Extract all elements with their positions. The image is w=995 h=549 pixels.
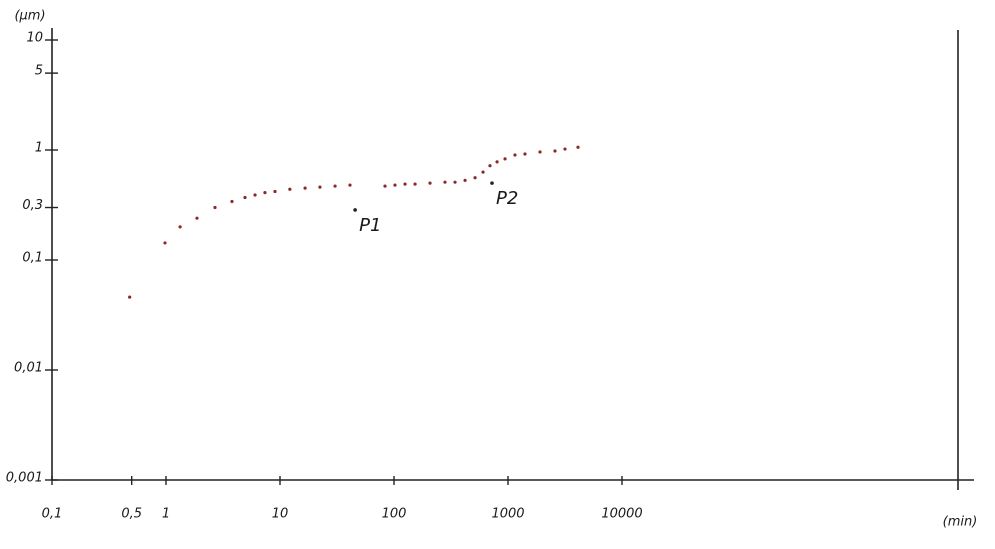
point [553,149,557,153]
y-tick-label: 0,001 [6,471,43,486]
point [503,157,507,161]
annotation-point [490,181,494,185]
point [253,193,257,197]
point [163,241,167,245]
point [513,153,517,157]
point [495,160,499,164]
annotation: P1 [359,215,381,236]
x-tick-label: 1000 [491,507,524,522]
point [488,164,492,168]
y-tick-label: 0,3 [22,198,43,213]
x-tick-label: 1 [162,507,170,522]
point [273,189,277,194]
point [195,216,199,220]
y-axis-label: (μm) [14,9,45,24]
point [576,145,580,149]
point [333,184,337,188]
point [428,181,432,185]
point [443,180,447,184]
point [523,152,527,156]
x-axis-label: (min) [943,515,978,530]
y-tick-label: 0,1 [22,251,43,266]
point [230,199,234,204]
x-tick-label: 10 [272,507,289,522]
annotation-point [353,208,357,212]
point [288,187,292,191]
annotation: P2 [496,188,518,209]
point [403,182,407,186]
point [563,147,567,151]
point [393,183,397,187]
point [453,180,457,184]
y-tick-label: 1 [35,141,43,156]
point [178,225,182,229]
y-tick-label: 5 [35,64,43,79]
x-tick-label: 0,1 [42,507,63,522]
point [348,183,352,187]
point [213,205,217,210]
y-tick-label: 0,01 [14,361,43,376]
y-tick-label: 10 [26,31,43,46]
x-tick-label: 0,5 [121,507,142,522]
point [538,150,542,154]
point [413,182,417,186]
point [463,178,467,182]
point [303,186,307,190]
x-tick-label: 100 [382,507,407,522]
point [128,295,132,299]
point [243,195,247,200]
point [318,185,322,189]
point [263,190,267,195]
point [481,170,485,174]
point [383,184,387,188]
point [473,176,477,180]
x-tick-label: 10000 [601,507,642,522]
